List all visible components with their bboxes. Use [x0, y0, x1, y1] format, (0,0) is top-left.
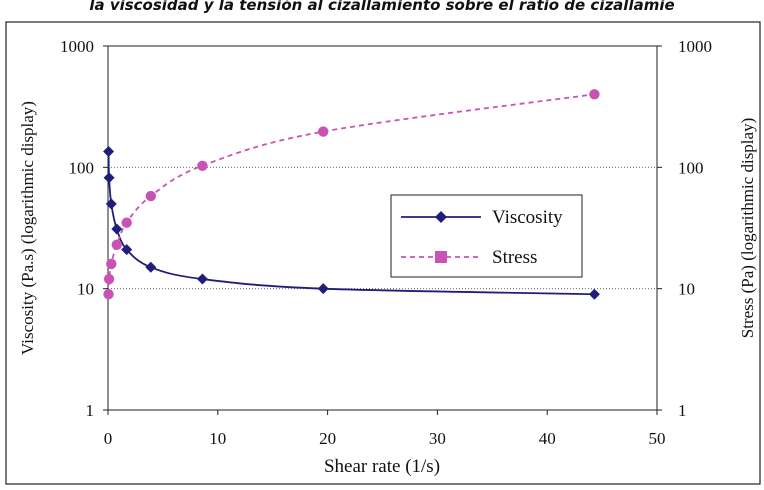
- y-left-tick-label-100: 100: [69, 158, 95, 177]
- legend-viscosity-label: Viscosity: [492, 207, 563, 228]
- data-point-viscosity-2: [105, 198, 117, 210]
- tick-layer: 0 10 20 30 40 50 1 10 100 1000 1 10 100 1000: [60, 37, 712, 448]
- data-point-viscosity-4: [121, 244, 133, 256]
- data-point-stress-5: [145, 190, 157, 202]
- data-point-viscosity-7: [317, 283, 329, 295]
- legend-viscosity-marker: [435, 211, 447, 223]
- chart-caption: la viscosidad y la tensión al cizallamie…: [89, 0, 675, 14]
- x-tick-label-50: 50: [649, 429, 666, 448]
- data-point-stress-8: [589, 89, 600, 100]
- data-point-viscosity-0: [103, 146, 115, 158]
- data-point-stress-7: [318, 126, 329, 137]
- data-point-stress-6: [197, 160, 208, 171]
- y-right-tick-label-10: 10: [678, 280, 695, 299]
- legend-box: [390, 194, 583, 278]
- data-point-viscosity-3: [111, 223, 123, 235]
- x-tick-label-30: 30: [429, 429, 446, 448]
- data-point-stress-2: [106, 258, 117, 270]
- y-right-tick-label-100: 100: [678, 158, 704, 177]
- series-line-viscosity: [107, 151, 595, 296]
- data-point-viscosity-6: [196, 273, 208, 285]
- y-left-tick-label-1000: 1000: [60, 37, 94, 56]
- x-tick-label-40: 40: [539, 429, 556, 448]
- data-point-stress-4: [121, 217, 132, 228]
- x-tick-label-10: 10: [209, 429, 226, 448]
- legend-stress-label: Stress: [492, 247, 537, 268]
- data-point-viscosity-8: [588, 288, 600, 300]
- x-axis-title: Shear rate (1/s): [324, 456, 440, 477]
- y-axis-title-left: Viscosity (Pa.s) (logarithmic display): [18, 101, 37, 355]
- chart-border: [5, 21, 761, 485]
- data-point-stress-3: [111, 239, 122, 250]
- data-point-viscosity-1: [103, 172, 115, 184]
- data-point-stress-1: [103, 273, 115, 285]
- y-right-tick-label-1: 1: [678, 401, 687, 420]
- y-left-tick-label-10: 10: [77, 280, 94, 299]
- legend-stress-marker: [435, 251, 447, 263]
- data-point-viscosity-5: [145, 261, 157, 273]
- y-right-tick-label-1000: 1000: [678, 37, 712, 56]
- y-axis-title-right: Stress (Pa) (logarithmic display): [738, 118, 757, 339]
- x-tick-label-20: 20: [319, 429, 336, 448]
- y-left-tick-label-1: 1: [86, 401, 95, 420]
- legend: Viscosity Stress: [390, 194, 583, 278]
- series-layer: [103, 89, 600, 300]
- x-tick-label-0: 0: [104, 429, 113, 448]
- data-point-stress-0: [103, 289, 114, 300]
